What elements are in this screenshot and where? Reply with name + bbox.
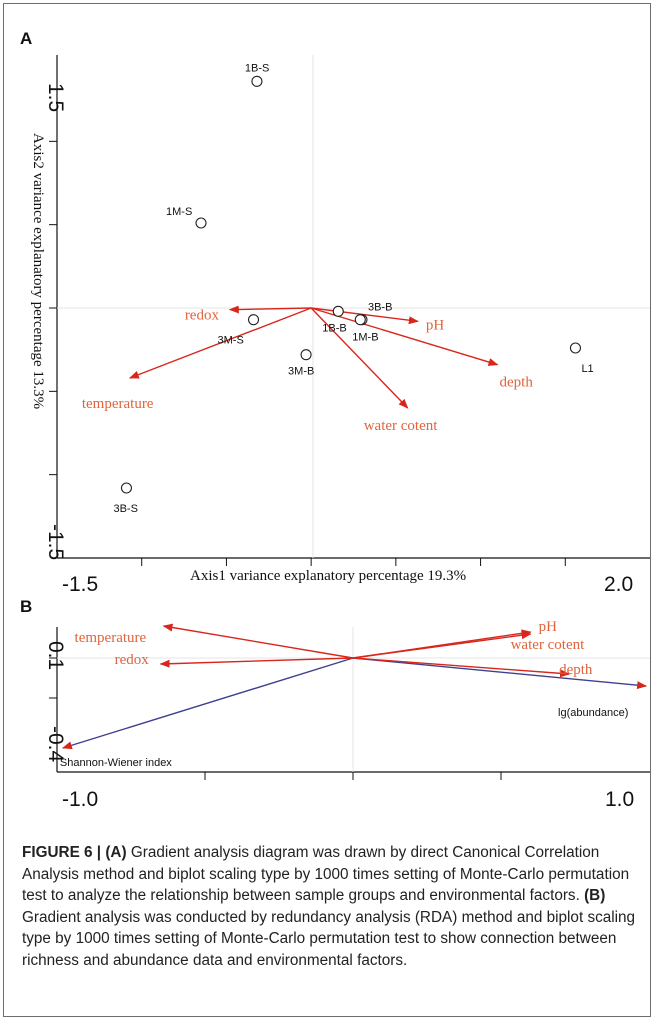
sample-label-3m-b: 3M-B <box>288 366 314 378</box>
sample-point-1b-b <box>332 305 344 317</box>
sample-label-1m-s: 1M-S <box>166 206 192 218</box>
panel-a-x-tick-max: 2.0 <box>604 573 633 596</box>
panel-a-axes <box>56 55 650 559</box>
panel-a-ticks <box>49 140 566 566</box>
caption-text-a: Gradient analysis diagram was drawn by d… <box>22 844 630 904</box>
biplot-arrow-redox <box>228 305 312 314</box>
sample-label-3b-b: 3B-B <box>368 302 392 314</box>
env-arrow-redox <box>159 657 354 668</box>
biplot-arrow-ph <box>311 307 419 325</box>
biplot-label-depth: depth <box>500 375 534 391</box>
sample-point-l1 <box>569 342 582 354</box>
panel-b-x-tick-min: -1.0 <box>62 788 98 811</box>
sample-label-1m-b: 1M-B <box>352 332 378 344</box>
panel-a-y-axis-title: Axis2 variance explanatory percentage 13… <box>30 133 46 409</box>
caption-figure-label: FIGURE 6 | <box>22 844 102 861</box>
panel-b-letter: B <box>20 597 32 616</box>
sample-point-1m-s <box>195 217 207 229</box>
env-label-ph: pH <box>539 619 558 635</box>
env-label-water-cotent: water cotent <box>511 637 586 653</box>
panel-a-x-tick-min: -1.5 <box>62 573 98 596</box>
panel-a-y-tick-max: 1.5 <box>44 83 67 112</box>
biplot-label-temperature: temperature <box>82 396 154 412</box>
figure-chart: A -1.5 2.0 1.5 -1.5 Axis1 variance expla… <box>20 29 650 811</box>
biplot-arrow-temperature <box>128 307 312 379</box>
env-label-redox: redox <box>115 652 150 668</box>
sample-label-3b-s: 3B-S <box>113 503 137 515</box>
sample-label-l1: L1 <box>581 363 593 375</box>
caption-label-a: (A) <box>105 844 127 861</box>
biplot-label-ph: pH <box>426 317 445 333</box>
env-arrow-water-cotent <box>352 631 532 659</box>
panel-b-ticks <box>49 657 502 780</box>
env-label-depth: depth <box>559 662 593 678</box>
figure-caption: FIGURE 6 | (A) Gradient analysis diagram… <box>22 842 640 971</box>
sample-label-1b-s: 1B-S <box>245 62 269 74</box>
caption-label-b: (B) <box>584 887 606 904</box>
response-label-shannon-wiener-index: Shannon-Wiener index <box>60 757 172 769</box>
sample-point-1b-s <box>251 75 263 87</box>
panel-a-letter: A <box>20 29 32 48</box>
sample-point-1m-b <box>354 314 366 326</box>
biplot-label-redox: redox <box>185 308 220 324</box>
biplot-label-water-cotent: water cotent <box>364 418 439 434</box>
sample-label-3m-s: 3M-S <box>218 335 244 347</box>
response-label-lg-abundance-: lg(abundance) <box>558 707 628 719</box>
figure-frame <box>3 3 651 1017</box>
panel-a-y-tick-min: -1.5 <box>44 524 67 560</box>
panel-a-x-axis-title: Axis1 variance explanatory percentage 19… <box>190 568 466 584</box>
response-arrow-lg-abundance- <box>352 657 648 690</box>
sample-point-3m-b <box>300 349 312 361</box>
sample-point-3b-s <box>120 482 133 494</box>
caption-text-b: Gradient analysis was conducted by redun… <box>22 908 636 969</box>
env-arrow-depth <box>352 657 571 678</box>
panel-b-y-tick-max: 0.1 <box>44 641 67 670</box>
sample-label-1b-b: 1B-B <box>322 322 346 334</box>
panel-b-x-tick-max: 1.0 <box>605 788 634 811</box>
biplot-arrow-depth <box>310 307 499 366</box>
response-arrow-shannon-wiener-index <box>61 657 354 750</box>
panel-b-y-tick-min: -0.4 <box>44 726 67 763</box>
biplot-arrow-water-cotent <box>310 307 409 409</box>
env-arrow-temperature <box>162 623 354 659</box>
env-label-temperature: temperature <box>75 630 147 646</box>
sample-point-3m-s <box>247 314 260 326</box>
